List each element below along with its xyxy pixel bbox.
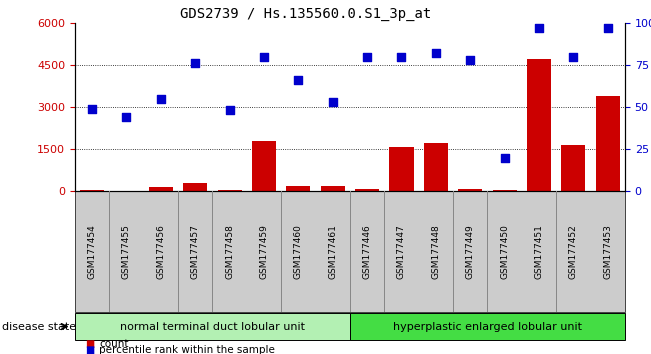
Point [327, 99, 338, 105]
Point [293, 77, 303, 83]
Bar [80, 190, 104, 191]
Bar [493, 190, 517, 191]
Text: GSM177447: GSM177447 [397, 224, 406, 279]
Text: GSM177453: GSM177453 [603, 224, 613, 279]
Point [431, 50, 441, 56]
Bar [561, 145, 585, 191]
Text: GSM177456: GSM177456 [156, 224, 165, 279]
Text: disease state: disease state [2, 321, 76, 332]
Point [465, 57, 475, 63]
Point [225, 108, 235, 113]
Bar [252, 141, 276, 191]
Point [499, 155, 510, 160]
Text: GSM177460: GSM177460 [294, 224, 303, 279]
Point [258, 54, 269, 59]
Bar [458, 189, 482, 191]
Text: GSM177452: GSM177452 [569, 224, 578, 279]
Point [603, 25, 613, 31]
Bar [183, 183, 207, 191]
Bar [286, 186, 311, 191]
Bar [596, 96, 620, 191]
Text: count: count [99, 339, 128, 349]
Point [396, 54, 407, 59]
Point [534, 25, 544, 31]
Bar [217, 190, 242, 191]
Text: GDS2739 / Hs.135560.0.S1_3p_at: GDS2739 / Hs.135560.0.S1_3p_at [180, 7, 432, 21]
Text: normal terminal duct lobular unit: normal terminal duct lobular unit [120, 321, 305, 332]
Text: GSM177448: GSM177448 [432, 224, 440, 279]
Text: GSM177461: GSM177461 [328, 224, 337, 279]
Point [156, 96, 166, 102]
Point [87, 106, 97, 112]
Bar [389, 147, 413, 191]
Text: GSM177446: GSM177446 [363, 224, 372, 279]
Bar [527, 59, 551, 191]
Text: GSM177450: GSM177450 [500, 224, 509, 279]
Text: GSM177449: GSM177449 [465, 224, 475, 279]
Bar [321, 185, 345, 191]
Point [190, 61, 201, 66]
Text: hyperplastic enlarged lobular unit: hyperplastic enlarged lobular unit [393, 321, 582, 332]
Point [568, 54, 579, 59]
Point [362, 54, 372, 59]
Text: ■: ■ [85, 339, 94, 349]
Text: GSM177457: GSM177457 [191, 224, 200, 279]
Bar [424, 143, 448, 191]
Text: percentile rank within the sample: percentile rank within the sample [99, 346, 275, 354]
Bar [149, 187, 173, 191]
Point [121, 114, 132, 120]
Text: GSM177459: GSM177459 [260, 224, 268, 279]
Text: GSM177458: GSM177458 [225, 224, 234, 279]
Text: GSM177451: GSM177451 [534, 224, 544, 279]
Text: GSM177454: GSM177454 [87, 224, 96, 279]
Bar [355, 189, 379, 191]
Text: GSM177455: GSM177455 [122, 224, 131, 279]
Text: ■: ■ [85, 346, 94, 354]
